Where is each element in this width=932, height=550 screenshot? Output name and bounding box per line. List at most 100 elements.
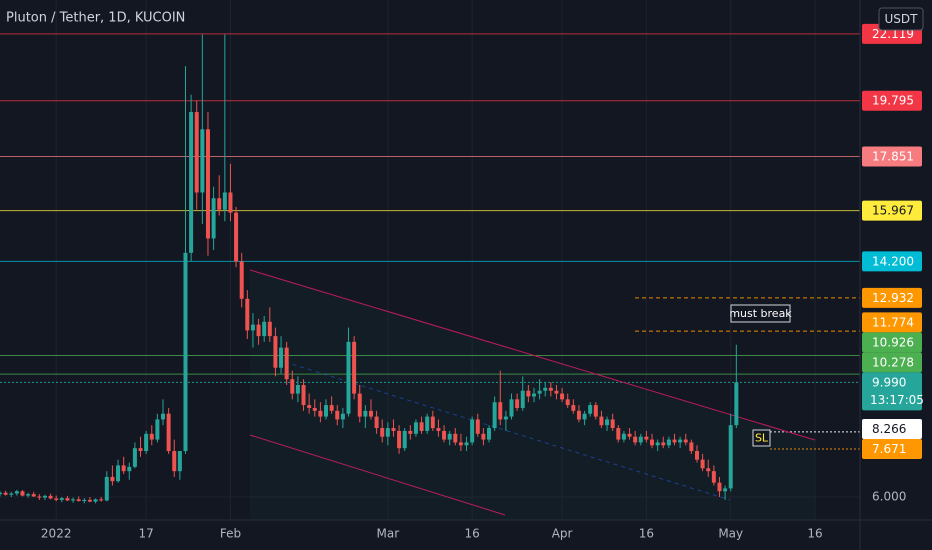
candle-body (20, 491, 25, 496)
candle-body (397, 430, 402, 449)
candle-body (138, 448, 143, 452)
candle-body (329, 405, 334, 411)
candle-body (554, 390, 559, 394)
candle-body (402, 430, 407, 449)
candle-body (531, 393, 536, 397)
candle-body (340, 413, 345, 420)
candle-body (543, 387, 548, 391)
x-tick-label: 2022 (41, 527, 72, 541)
candle-body (520, 390, 525, 408)
candle-body (172, 451, 177, 472)
price-label: 7.671 (872, 442, 906, 456)
candle-body (700, 459, 705, 469)
candle-body (273, 336, 278, 368)
price-label-box (862, 146, 922, 167)
price-label-box (862, 312, 922, 333)
price-label: 17.851 (872, 150, 914, 164)
candle-body (211, 198, 216, 239)
candle-body (655, 442, 660, 446)
candle-body (205, 129, 210, 239)
candle-body (593, 405, 598, 417)
x-tick-label: May (718, 527, 743, 541)
candle-body (711, 471, 716, 483)
candle-body (588, 405, 593, 414)
candle-body (110, 476, 115, 482)
annotation-box (752, 429, 771, 447)
candle-body (307, 405, 312, 408)
channel-bottom (249, 434, 506, 516)
candle-body (357, 393, 362, 417)
candle-body (734, 382, 739, 426)
price-label: 19.795 (872, 94, 914, 108)
candle-body (346, 341, 351, 414)
candle-body (245, 298, 250, 331)
price-label-box (862, 332, 922, 353)
candle-body (391, 428, 396, 431)
candle-body (267, 321, 272, 337)
candle-body (3, 492, 8, 495)
price-label: 12.932 (872, 291, 914, 305)
candle-body (425, 416, 430, 431)
candles (0, 34, 739, 504)
candle-body (250, 324, 255, 331)
candle-body (717, 482, 722, 492)
candle-body (284, 347, 289, 380)
candle-body (380, 428, 385, 437)
candle-body (683, 439, 688, 443)
candle-body (104, 476, 109, 501)
price-label-box (862, 372, 922, 411)
price-label-box (862, 90, 922, 111)
price-label: 15.967 (872, 204, 914, 218)
candle-body (48, 495, 53, 499)
candle-body (65, 498, 70, 501)
candle-body (458, 442, 463, 446)
levels (0, 33, 860, 450)
candle-body (633, 436, 638, 443)
candle-body (318, 410, 323, 417)
candle-body (650, 439, 655, 446)
candle-body (599, 416, 604, 426)
candle-body (71, 499, 76, 501)
x-tick-label: 17 (139, 527, 154, 541)
candle-body (116, 465, 121, 482)
currency[interactable]: USDT (885, 12, 919, 26)
candle-body (481, 433, 486, 440)
candle-body (728, 425, 733, 489)
candle-body (82, 499, 87, 502)
candle-body (621, 433, 626, 440)
candle-body (475, 419, 480, 434)
candle-body (166, 413, 171, 452)
candle-body (374, 416, 379, 429)
candle-body (576, 410, 581, 420)
candle-body (408, 430, 413, 434)
price-label-box (862, 287, 922, 308)
x-tick-label: 16 (807, 527, 822, 541)
candle-body (352, 341, 357, 394)
candle-body (132, 448, 137, 467)
candle-body (127, 466, 132, 472)
candle-body (678, 439, 683, 443)
currency-box[interactable] (878, 7, 924, 31)
candle-body (14, 491, 19, 494)
candle-body (155, 419, 160, 440)
candle-body (295, 384, 300, 394)
y-tick-label: 6.000 (872, 490, 906, 504)
x-tick-label: 16 (465, 527, 480, 541)
candle-body (368, 410, 373, 417)
candle-body (464, 442, 469, 446)
candle-body (189, 112, 194, 253)
candle-body (37, 496, 42, 498)
candle-body (301, 384, 306, 406)
candle-body (605, 419, 610, 426)
candle-body (689, 442, 694, 452)
candle-body (76, 499, 81, 502)
candle-body (312, 407, 317, 411)
candle-body (54, 498, 59, 500)
price-label-box (862, 419, 922, 440)
candle-body (324, 405, 329, 417)
candle-body (694, 451, 699, 460)
candle-body (59, 498, 64, 500)
